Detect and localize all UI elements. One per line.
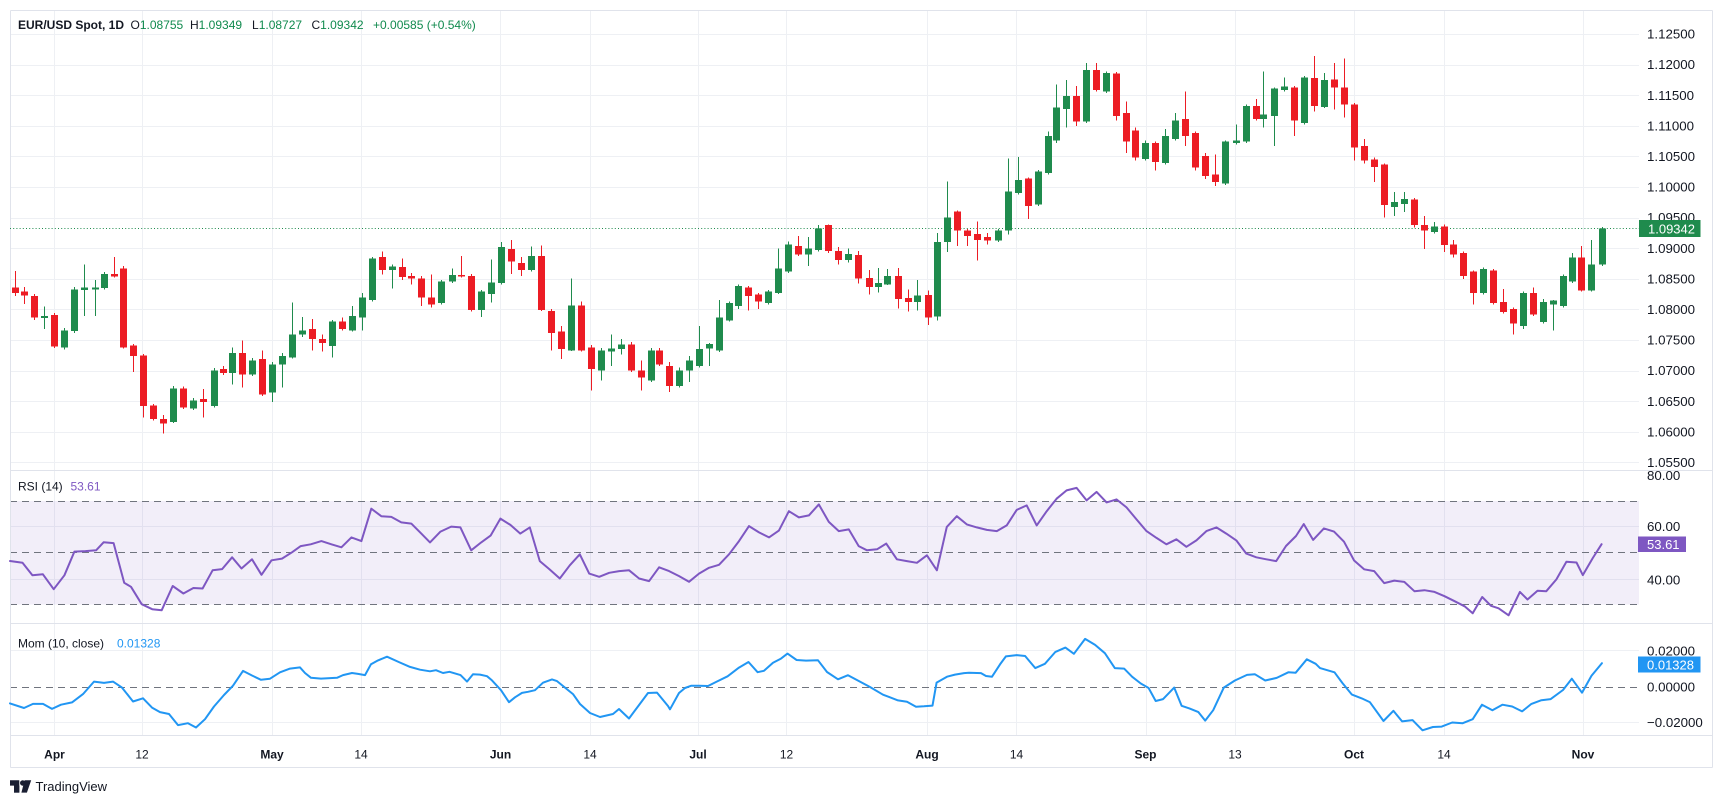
svg-text:1.11500: 1.11500 <box>1647 88 1694 103</box>
svg-text:60.00: 60.00 <box>1647 519 1680 534</box>
svg-text:53.61: 53.61 <box>71 480 101 494</box>
svg-text:−0.02000: −0.02000 <box>1647 715 1703 730</box>
svg-text:0.00000: 0.00000 <box>1647 680 1695 695</box>
svg-text:TradingView: TradingView <box>36 779 108 794</box>
svg-text:Oct: Oct <box>1344 748 1364 762</box>
svg-text:Jun: Jun <box>490 748 511 762</box>
svg-text:13: 13 <box>1228 748 1242 762</box>
svg-text:+0.00585 (+0.54%): +0.00585 (+0.54%) <box>373 18 476 32</box>
svg-text:1.06500: 1.06500 <box>1647 394 1695 409</box>
svg-text:May: May <box>260 748 284 762</box>
svg-text:1.09342: 1.09342 <box>1648 222 1695 237</box>
svg-text:14: 14 <box>354 748 368 762</box>
svg-text:1.10500: 1.10500 <box>1647 149 1695 164</box>
svg-text:53.61: 53.61 <box>1647 537 1680 552</box>
svg-text:1.08500: 1.08500 <box>1647 271 1695 286</box>
svg-text:1.08000: 1.08000 <box>1647 302 1695 317</box>
svg-text:Nov: Nov <box>1572 748 1595 762</box>
svg-text:1.12500: 1.12500 <box>1647 27 1695 42</box>
svg-text:14: 14 <box>1437 748 1451 762</box>
svg-text:1.07500: 1.07500 <box>1647 333 1695 348</box>
svg-text:12: 12 <box>780 748 794 762</box>
svg-text:14: 14 <box>1010 748 1024 762</box>
svg-text:Sep: Sep <box>1134 748 1156 762</box>
svg-text:12: 12 <box>135 748 149 762</box>
svg-text:C1.09342: C1.09342 <box>312 18 364 32</box>
svg-text:Mom (10, close): Mom (10, close) <box>18 637 104 651</box>
svg-text:1.05500: 1.05500 <box>1647 455 1695 470</box>
svg-text:EUR/USD Spot, 1D: EUR/USD Spot, 1D <box>18 18 124 32</box>
svg-text:80.00: 80.00 <box>1647 468 1680 483</box>
svg-text:40.00: 40.00 <box>1647 572 1680 587</box>
svg-text:1.11000: 1.11000 <box>1647 118 1694 133</box>
svg-text:0.01328: 0.01328 <box>117 637 161 651</box>
svg-text:1.12000: 1.12000 <box>1647 57 1695 72</box>
svg-text:1.07000: 1.07000 <box>1647 363 1695 378</box>
svg-text:Jul: Jul <box>689 748 706 762</box>
svg-text:L1.08727: L1.08727 <box>252 18 302 32</box>
svg-text:Apr: Apr <box>44 748 65 762</box>
svg-text:O1.08755: O1.08755 <box>131 18 184 32</box>
svg-text:H1.09349: H1.09349 <box>190 18 242 32</box>
svg-text:0.01328: 0.01328 <box>1647 658 1694 673</box>
svg-text:1.09000: 1.09000 <box>1647 241 1695 256</box>
svg-text:0.02000: 0.02000 <box>1647 643 1695 658</box>
svg-text:1.10000: 1.10000 <box>1647 180 1695 195</box>
svg-text:Aug: Aug <box>915 748 938 762</box>
svg-text:14: 14 <box>583 748 597 762</box>
svg-text:1.06000: 1.06000 <box>1647 424 1695 439</box>
svg-text:RSI (14): RSI (14) <box>18 480 63 494</box>
